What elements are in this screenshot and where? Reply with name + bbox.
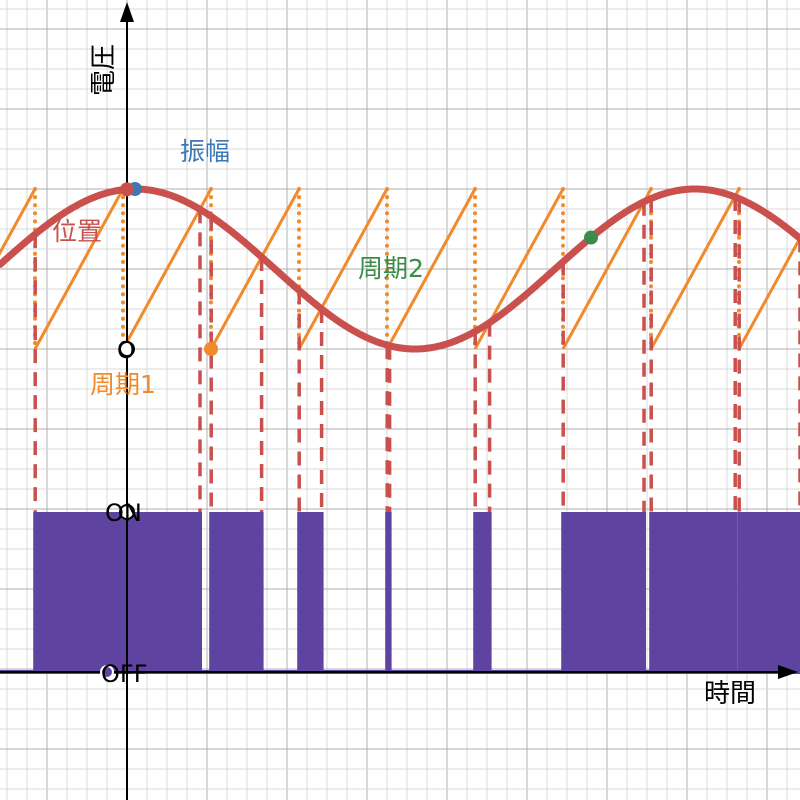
pwm-pulse [297, 512, 324, 672]
y-axis-label: 電圧 [89, 44, 119, 96]
sawtooth-ramp [649, 188, 741, 350]
points [100, 182, 598, 679]
origin-label: O [117, 338, 135, 364]
off-level-point [100, 665, 114, 679]
period1-point[interactable] [204, 342, 218, 356]
sawtooth-ramp [561, 188, 653, 350]
pwm-pulse [209, 512, 264, 672]
pwm-pulse [33, 512, 203, 672]
amplitude-label: 振幅 [180, 137, 230, 166]
period2-label: 周期2 [358, 254, 424, 283]
sawtooth-ramp [0, 188, 37, 256]
sawtooth-ramp [297, 188, 389, 350]
sawtooth-carrier-wave [0, 188, 800, 350]
position-label: 位置 [52, 217, 102, 246]
on-level-point [119, 504, 135, 520]
pwm-pulse [561, 512, 646, 672]
pwm-pulse [473, 512, 492, 672]
pwm-pulse [649, 512, 738, 672]
intersection-dashed-lines [33, 197, 800, 512]
x-axis-label: 時間 [704, 679, 756, 709]
sawtooth-ramp [209, 188, 301, 350]
y-axis-arrow [120, 2, 134, 22]
on-label: ON [105, 499, 142, 527]
origin-point [119, 341, 135, 357]
off-label: OFF [101, 660, 148, 688]
pwm-pulse [385, 512, 392, 672]
sawtooth-ramp [737, 234, 800, 350]
sawtooth-ramp [385, 188, 477, 350]
x-axis-arrow [778, 665, 798, 679]
sawtooth-ramp [33, 188, 125, 350]
period2-point[interactable] [584, 230, 598, 245]
sawtooth-ramp [121, 188, 213, 350]
pwm-pulse [737, 512, 800, 672]
period1-label: 周期1 [90, 370, 156, 399]
position-point[interactable] [120, 182, 134, 197]
pwm-output [0, 512, 800, 674]
